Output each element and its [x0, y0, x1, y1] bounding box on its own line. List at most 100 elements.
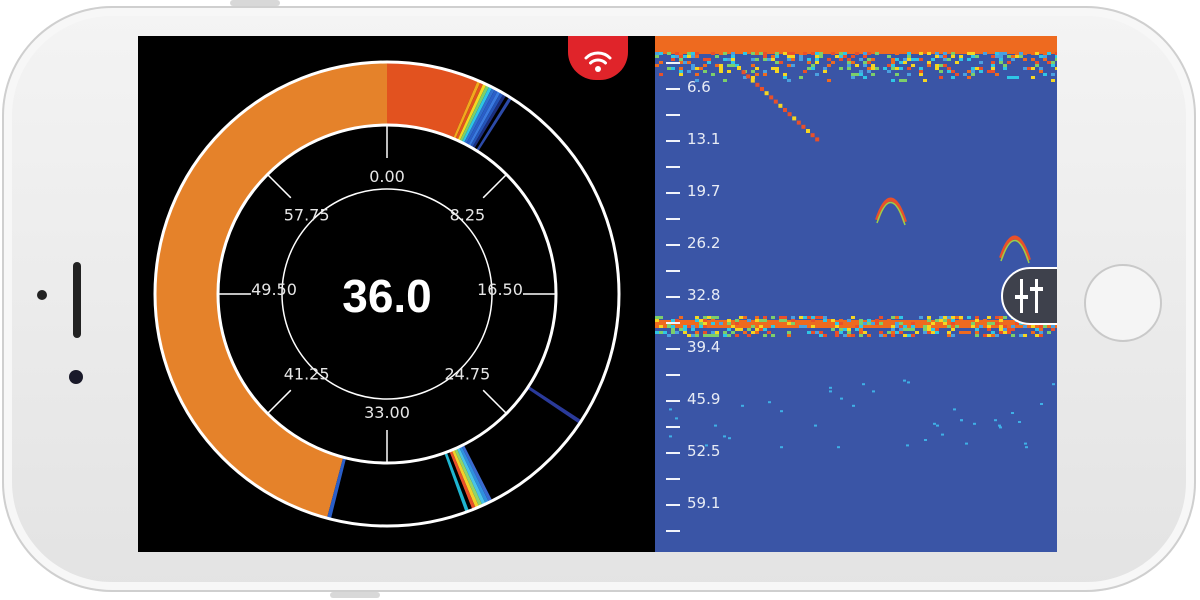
surface-clutter: [951, 70, 955, 73]
surface-clutter: [895, 52, 899, 55]
bottom-echo: [955, 325, 959, 328]
bottom-echo: [879, 322, 883, 325]
surface-clutter: [731, 58, 735, 61]
bottom-echo: [711, 334, 715, 337]
bottom-echo: [919, 325, 923, 328]
surface-clutter: [671, 67, 675, 70]
surface-clutter: [719, 70, 723, 73]
bottom-echo: [823, 319, 827, 322]
surface-clutter: [811, 64, 815, 67]
surface-clutter: [851, 76, 855, 79]
surface-clutter: [1031, 52, 1035, 55]
surface-clutter: [711, 52, 715, 55]
surface-clutter: [863, 52, 867, 55]
surface-clutter: [915, 58, 919, 61]
bottom-echo: [939, 316, 943, 319]
surface-clutter: [1035, 61, 1039, 64]
surface-clutter: [799, 58, 803, 61]
surface-clutter: [1011, 76, 1015, 79]
bottom-echo: [703, 325, 707, 328]
surface-clutter: [1015, 52, 1019, 55]
surface-clutter: [863, 61, 867, 64]
wifi-status-button[interactable]: [568, 36, 628, 80]
signal-band: [446, 451, 473, 512]
bottom-echo: [731, 325, 735, 328]
bottom-echo: [927, 325, 931, 328]
bottom-echo: [831, 319, 835, 322]
dial-scale-label: 33.00: [364, 403, 410, 422]
surface-clutter: [691, 67, 695, 70]
bottom-echo: [791, 322, 795, 325]
surface-clutter: [851, 55, 855, 58]
surface-clutter: [811, 67, 815, 70]
depth-label: 26.2: [687, 234, 721, 252]
depth-label: 52.5: [687, 442, 721, 460]
bottom-echo: [983, 325, 987, 328]
noise: [669, 435, 672, 438]
bottom-echo: [671, 325, 675, 328]
bottom-echo: [779, 319, 783, 322]
bottom-echo: [763, 319, 767, 322]
signal-band: [469, 91, 504, 148]
bottom-echo: [955, 316, 959, 319]
surface-clutter: [959, 58, 963, 61]
surface-clutter: [991, 64, 995, 67]
surface-clutter: [671, 58, 675, 61]
surface-clutter: [971, 55, 975, 58]
home-button[interactable]: [1084, 264, 1162, 342]
side-button[interactable]: [330, 592, 380, 598]
surface-clutter: [1007, 76, 1011, 79]
surface-clutter: [771, 58, 775, 61]
surface-clutter: [703, 64, 707, 67]
bottom-echo: [959, 316, 963, 319]
settings-button[interactable]: [1001, 267, 1057, 325]
signal-band: [326, 457, 347, 520]
bottom-echo: [859, 334, 863, 337]
bottom-echo: [739, 328, 743, 331]
bottom-echo: [711, 322, 715, 325]
surface-clutter: [887, 55, 891, 58]
surface-clutter: [731, 52, 735, 55]
bottom-echo: [695, 331, 699, 334]
bottom-echo: [695, 325, 699, 328]
bottom-echo: [987, 325, 991, 328]
surface-clutter: [1003, 52, 1007, 55]
bottom-echo: [815, 322, 819, 325]
surface-clutter: [943, 64, 947, 67]
surface-clutter: [951, 52, 955, 55]
surface-clutter: [791, 58, 795, 61]
surface-clutter: [851, 73, 855, 76]
surface-clutter: [727, 58, 731, 61]
lure-trail: [764, 91, 769, 96]
bottom-echo: [679, 316, 683, 319]
surface-clutter: [791, 52, 795, 55]
surface-clutter: [891, 79, 895, 82]
surface-clutter: [755, 58, 759, 61]
signal-band: [453, 80, 481, 140]
depth-tick-minor: [666, 62, 680, 64]
bottom-echo: [1007, 331, 1011, 334]
side-button[interactable]: [230, 0, 280, 6]
noise: [872, 390, 875, 393]
surface-clutter: [1015, 55, 1019, 58]
surface-clutter: [967, 70, 971, 73]
depth-tick: [666, 296, 680, 298]
surface-clutter: [955, 61, 959, 64]
surface-clutter: [1023, 58, 1027, 61]
surface-clutter: [719, 64, 723, 67]
surface-clutter: [851, 61, 855, 64]
depth-tick-minor: [666, 374, 680, 376]
surface-clutter: [1023, 52, 1027, 55]
surface-clutter: [939, 70, 943, 73]
surface-clutter: [715, 55, 719, 58]
surface-clutter: [707, 58, 711, 61]
surface-clutter: [775, 70, 779, 73]
surface-clutter: [1047, 52, 1051, 55]
surface-clutter: [887, 70, 891, 73]
lure-trail: [746, 74, 751, 79]
surface-clutter: [835, 55, 839, 58]
bottom-echo: [839, 319, 843, 322]
noise: [953, 408, 956, 411]
bottom-echo: [779, 316, 783, 319]
bottom-echo: [1035, 334, 1039, 337]
